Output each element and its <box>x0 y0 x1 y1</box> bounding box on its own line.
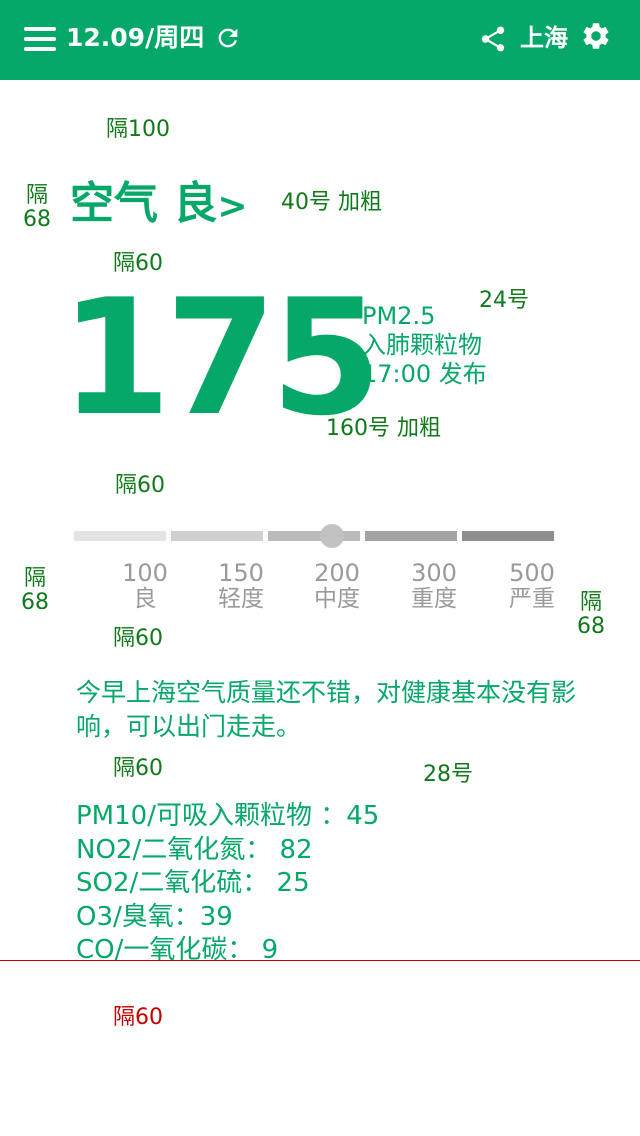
air-quality-level: 空气 良 <box>70 178 217 229</box>
guide-line <box>0 960 640 961</box>
annotation-gap-68-left: 隔 68 <box>20 567 50 615</box>
aqi-value: 175 <box>60 278 376 438</box>
air-quality-title[interactable]: 空气 良> <box>70 176 248 235</box>
scale-segment-light <box>171 531 263 541</box>
scale-segment-moderate <box>268 531 360 541</box>
chevron-right-icon: > <box>217 186 247 227</box>
top-bar: 12.09/周四 上海 <box>0 0 640 80</box>
annotation-gap-68-left-top: 隔 68 <box>22 184 52 232</box>
annotation-gap-60-red: 隔60 <box>113 1005 163 1031</box>
scale-tick-300: 300 重度 <box>399 560 469 612</box>
pollutant-o3: O3/臭氧：39 <box>76 901 379 935</box>
pm-info: PM2.5 入肺颗粒物 17:00 发布 <box>362 302 487 389</box>
scale-tick-200: 200 中度 <box>302 560 372 612</box>
date-label[interactable]: 12.09/周四 <box>66 20 204 56</box>
pollutant-pm10: PM10/可吸入颗粒物 ：45 <box>76 800 379 834</box>
publish-time: 17:00 发布 <box>362 360 487 389</box>
aqi-scale-indicator <box>320 524 344 548</box>
annotation-gap-68-right: 隔 68 <box>576 591 606 639</box>
pm-label: PM2.5 <box>362 302 487 331</box>
pollutant-so2: SO2/二氧化硫： 25 <box>76 867 379 901</box>
gear-icon[interactable] <box>580 20 612 52</box>
annotation-gap-60-d: 隔60 <box>113 756 163 782</box>
scale-tick-150: 150 轻度 <box>206 560 276 612</box>
pollutant-no2: NO2/二氧化氮： 82 <box>76 834 379 868</box>
annotation-font-28: 28号 <box>423 762 473 788</box>
aqi-scale-bar <box>74 531 554 541</box>
share-icon[interactable] <box>478 24 508 54</box>
annotation-gap-60-b: 隔60 <box>115 473 165 499</box>
pollutant-list: PM10/可吸入颗粒物 ：45 NO2/二氧化氮： 82 SO2/二氧化硫： 2… <box>76 800 379 968</box>
scale-segment-severe <box>462 531 554 541</box>
scale-tick-500: 500 严重 <box>497 560 567 612</box>
annotation-gap-100: 隔100 <box>106 117 170 143</box>
menu-icon[interactable] <box>24 27 56 51</box>
pm-description: 入肺颗粒物 <box>362 331 487 360</box>
refresh-icon[interactable] <box>214 24 242 52</box>
scale-tick-100: 100 良 <box>110 560 180 612</box>
pollutant-co: CO/一氧化碳： 9 <box>76 934 379 968</box>
annotation-font-40-bold: 40号 加粗 <box>281 190 382 216</box>
city-selector[interactable]: 上海 <box>520 20 568 56</box>
scale-segment-good <box>74 531 166 541</box>
air-quality-description: 今早上海空气质量还不错，对健康基本没有影响，可以出门走走。 <box>76 676 576 744</box>
annotation-gap-60-c: 隔60 <box>113 626 163 652</box>
scale-segment-heavy <box>365 531 457 541</box>
